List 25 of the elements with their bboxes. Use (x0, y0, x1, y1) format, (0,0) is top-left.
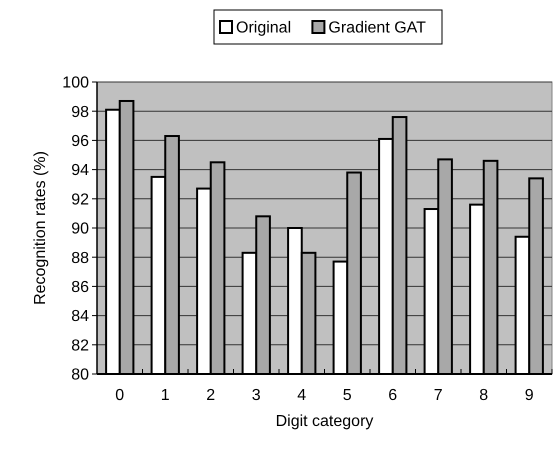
y-tick-label: 92 (71, 191, 90, 208)
x-tick-label: 9 (524, 387, 534, 404)
legend-label: Gradient GAT (328, 20, 426, 37)
x-tick-label: 6 (388, 387, 398, 404)
y-tick-label: 90 (71, 220, 90, 238)
y-tick-label: 88 (71, 250, 90, 267)
y-tick-label: 96 (71, 133, 90, 150)
x-tick-label: 2 (206, 387, 216, 404)
x-tick-label: 0 (115, 387, 124, 404)
y-tick-label: 94 (71, 162, 90, 180)
y-tick-label: 84 (71, 308, 90, 326)
x-tick-label: 8 (479, 387, 488, 404)
x-axis-title: Digit category (276, 413, 374, 430)
y-tick-label: 98 (71, 104, 90, 121)
x-tick-label: 1 (160, 387, 170, 404)
y-tick-label: 82 (71, 337, 90, 354)
y-tick-label: 80 (71, 366, 90, 384)
legend-label: Original (236, 20, 292, 37)
y-tick-label: 86 (71, 279, 90, 296)
y-axis-title: Recognition rates (%) (32, 151, 49, 305)
x-tick-label: 7 (434, 387, 443, 404)
y-tick-label: 100 (62, 74, 90, 92)
x-tick-label: 3 (252, 387, 261, 404)
x-tick-label: 4 (297, 387, 306, 404)
x-tick-label: 5 (342, 387, 352, 404)
